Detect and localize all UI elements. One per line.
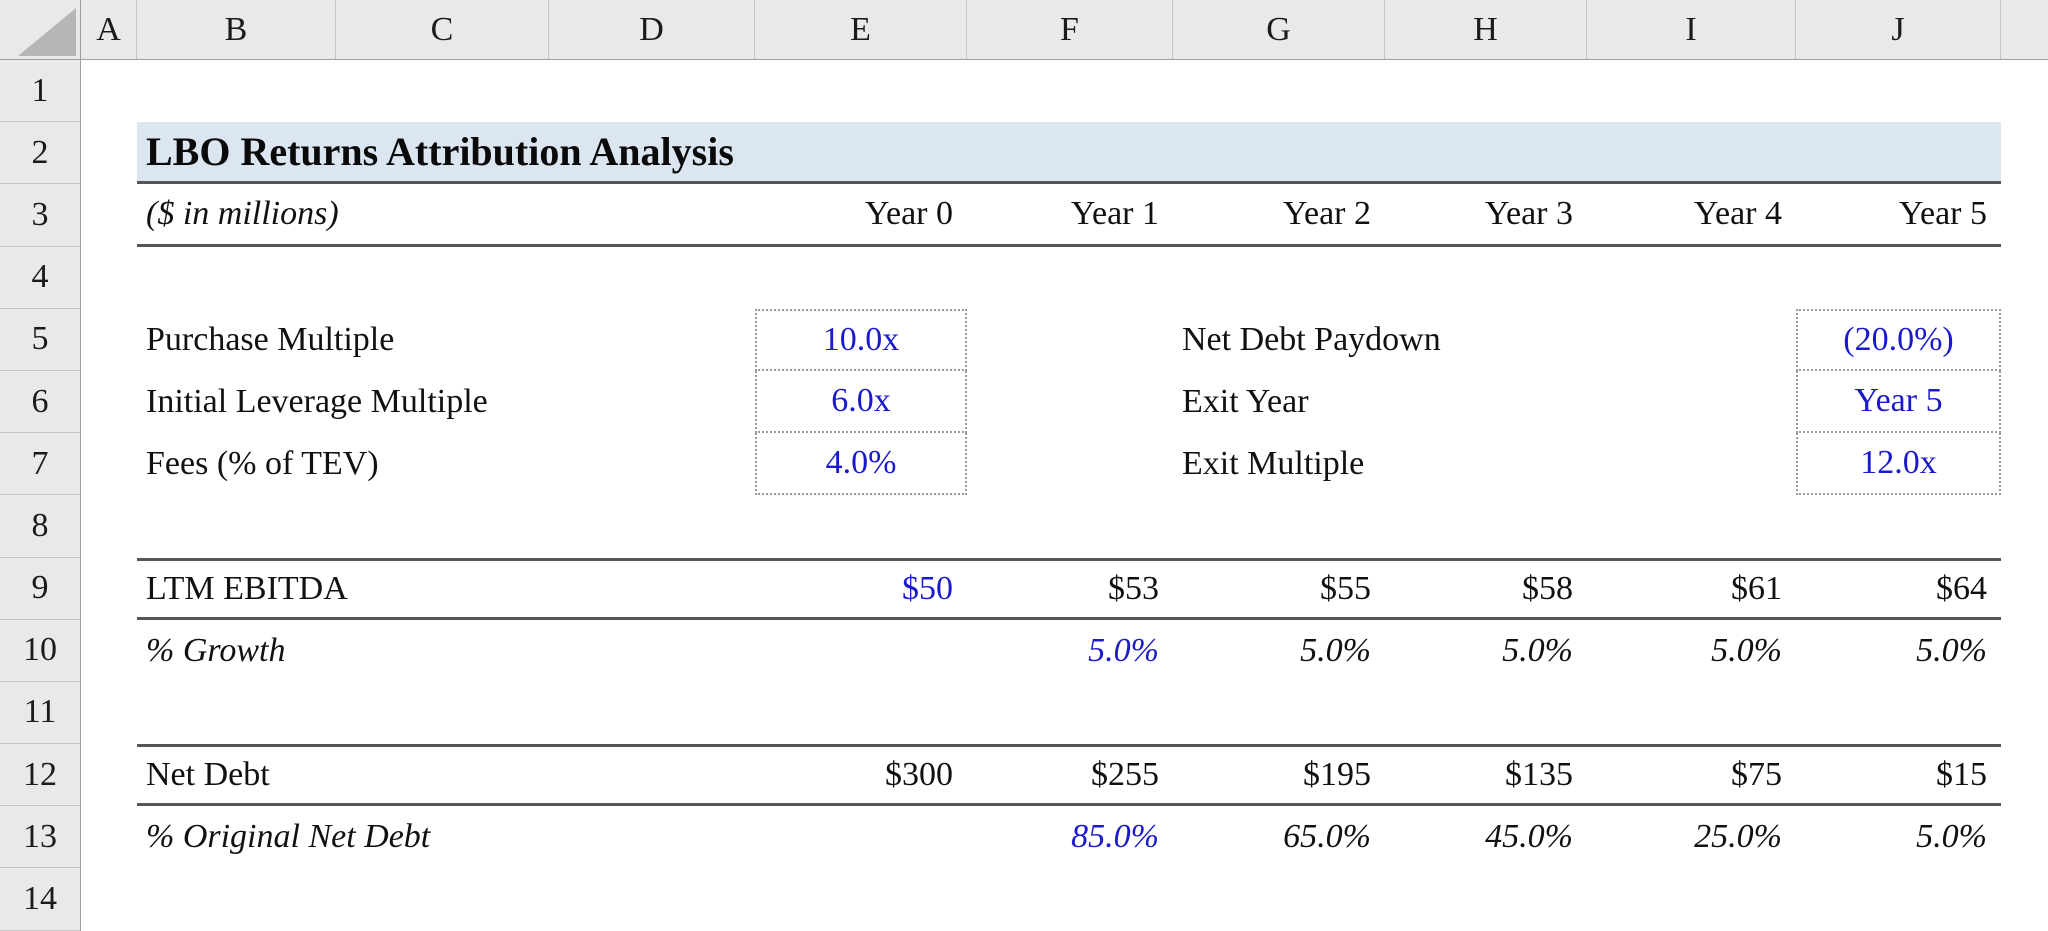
cell-ltm-ebitda-label[interactable]: LTM EBITDA <box>146 569 348 607</box>
cell-pct-original-y1[interactable]: 85.0% <box>1071 818 1159 856</box>
column-header-b[interactable]: B <box>137 0 336 59</box>
empty-cell <box>967 309 1173 371</box>
column-header-a[interactable]: A <box>81 0 137 59</box>
row-header-9[interactable]: 9 <box>0 558 80 620</box>
row-header-12[interactable]: 12 <box>0 744 80 807</box>
title-cell[interactable]: LBO Returns Attribution Analysis <box>137 122 2001 185</box>
cell-pct-original-y3[interactable]: 45.0% <box>1485 818 1573 856</box>
empty-cell <box>967 371 1173 433</box>
cell-net-debt-y1[interactable]: $255 <box>1091 756 1159 794</box>
cell-fees-label[interactable]: Fees (% of TEV) <box>146 445 379 483</box>
row-header-8[interactable]: 8 <box>0 495 80 558</box>
cell-net-debt-paydown-input[interactable]: (20.0%) <box>1796 308 2001 371</box>
assumption-row-1: Purchase Multiple 10.0x Net Debt Paydown… <box>137 308 2001 371</box>
page-title: LBO Returns Attribution Analysis <box>146 128 734 174</box>
cell-year-header-2[interactable]: Year 2 <box>1282 194 1371 232</box>
cell-pct-original-label[interactable]: % Original Net Debt <box>146 818 431 856</box>
cell-exit-multiple-input[interactable]: 12.0x <box>1796 433 2001 496</box>
row-header-10[interactable]: 10 <box>0 620 80 682</box>
cell-ltm-ebitda-y1[interactable]: $53 <box>1108 569 1159 607</box>
column-header-f[interactable]: F <box>967 0 1173 59</box>
column-header-j[interactable]: J <box>1796 0 2001 59</box>
cell-net-debt-y5[interactable]: $15 <box>1936 756 1987 794</box>
sheet-grid[interactable]: LBO Returns Attribution Analysis ($ in m… <box>81 60 2048 931</box>
cell-pct-original-y0[interactable] <box>755 806 967 868</box>
assumption-row-3: Fees (% of TEV) 4.0% Exit Multiple 12.0x <box>137 433 2001 496</box>
cell-growth-y4[interactable]: 5.0% <box>1711 631 1782 669</box>
row-header-14[interactable]: 14 <box>0 868 80 931</box>
row-header-4[interactable]: 4 <box>0 247 80 309</box>
cell-net-debt-paydown-label[interactable]: Net Debt Paydown <box>1182 320 1441 358</box>
cell-year-header-3[interactable]: Year 3 <box>1484 194 1573 232</box>
cell-year-header-4[interactable]: Year 4 <box>1693 194 1782 232</box>
column-header-filler <box>2001 0 2048 59</box>
cell-ltm-ebitda-y4[interactable]: $61 <box>1731 569 1782 607</box>
cell-net-debt-y3[interactable]: $135 <box>1505 756 1573 794</box>
row-header-11[interactable]: 11 <box>0 682 80 745</box>
row-header-1[interactable]: 1 <box>0 60 80 123</box>
cell-initial-leverage-label[interactable]: Initial Leverage Multiple <box>146 383 488 421</box>
cell-ltm-ebitda-y5[interactable]: $64 <box>1936 569 1987 607</box>
cell-ltm-ebitda-y0[interactable]: $50 <box>902 569 953 607</box>
row-header-5[interactable]: 5 <box>0 309 80 371</box>
column-header-c[interactable]: C <box>336 0 549 59</box>
column-header-g[interactable]: G <box>1173 0 1385 59</box>
column-header-bar: A B C D E F G H I J <box>0 0 2048 60</box>
cell-growth-label[interactable]: % Growth <box>146 631 286 669</box>
cell-pct-original-y4[interactable]: 25.0% <box>1694 818 1782 856</box>
cell-growth-y3[interactable]: 5.0% <box>1502 631 1573 669</box>
cell-year-header-5[interactable]: Year 5 <box>1898 194 1987 232</box>
row-header-13[interactable]: 13 <box>0 806 80 869</box>
cell-pct-original-y5[interactable]: 5.0% <box>1916 818 1987 856</box>
column-header-e[interactable]: E <box>755 0 967 59</box>
year-header-row: ($ in millions) Year 0 Year 1 Year 2 Yea… <box>137 184 2001 247</box>
cell-net-debt-y0[interactable]: $300 <box>885 756 953 794</box>
assumption-row-2: Initial Leverage Multiple 6.0x Exit Year… <box>137 370 2001 434</box>
cell-growth-y5[interactable]: 5.0% <box>1916 631 1987 669</box>
column-header-i[interactable]: I <box>1587 0 1796 59</box>
row-header-7[interactable]: 7 <box>0 433 80 496</box>
cell-net-debt-label[interactable]: Net Debt <box>146 756 270 794</box>
cell-net-debt-y2[interactable]: $195 <box>1303 756 1371 794</box>
cell-growth-y1[interactable]: 5.0% <box>1088 631 1159 669</box>
cell-ltm-ebitda-y2[interactable]: $55 <box>1320 569 1371 607</box>
cell-exit-year-input[interactable]: Year 5 <box>1796 370 2001 434</box>
cell-growth-y0[interactable] <box>755 620 967 682</box>
cell-initial-leverage-input[interactable]: 6.0x <box>755 370 967 434</box>
cell-year-header-1[interactable]: Year 1 <box>1070 194 1159 232</box>
column-header-h[interactable]: H <box>1385 0 1587 59</box>
row-header-3[interactable]: 3 <box>0 184 80 247</box>
cell-ltm-ebitda-y3[interactable]: $58 <box>1522 569 1573 607</box>
cell-exit-multiple-label[interactable]: Exit Multiple <box>1182 445 1365 483</box>
empty-cell <box>967 433 1173 495</box>
cell-year-header-0[interactable]: Year 0 <box>864 194 953 232</box>
cell-units-label[interactable]: ($ in millions) <box>146 194 339 232</box>
growth-row: % Growth 5.0% 5.0% 5.0% 5.0% 5.0% <box>137 620 2001 682</box>
cell-pct-original-y2[interactable]: 65.0% <box>1283 818 1371 856</box>
pct-original-net-debt-row: % Original Net Debt 85.0% 65.0% 45.0% 25… <box>137 806 2001 868</box>
cell-purchase-multiple-label[interactable]: Purchase Multiple <box>146 320 395 358</box>
net-debt-row: Net Debt $300 $255 $195 $135 $75 $15 <box>137 744 2001 807</box>
select-all-triangle-icon <box>18 8 76 56</box>
row-header-6[interactable]: 6 <box>0 371 80 434</box>
ltm-ebitda-row: LTM EBITDA $50 $53 $55 $58 $61 $64 <box>137 557 2001 620</box>
cell-growth-y2[interactable]: 5.0% <box>1300 631 1371 669</box>
cell-exit-year-label[interactable]: Exit Year <box>1182 383 1309 421</box>
cell-fees-input[interactable]: 4.0% <box>755 433 967 496</box>
row-header-bar: 1 2 3 4 5 6 7 8 9 10 11 12 13 14 <box>0 60 81 931</box>
cell-purchase-multiple-input[interactable]: 10.0x <box>755 308 967 371</box>
select-all-button[interactable] <box>0 0 81 59</box>
column-header-d[interactable]: D <box>549 0 755 59</box>
row-header-2[interactable]: 2 <box>0 122 80 185</box>
cell-net-debt-y4[interactable]: $75 <box>1731 756 1782 794</box>
